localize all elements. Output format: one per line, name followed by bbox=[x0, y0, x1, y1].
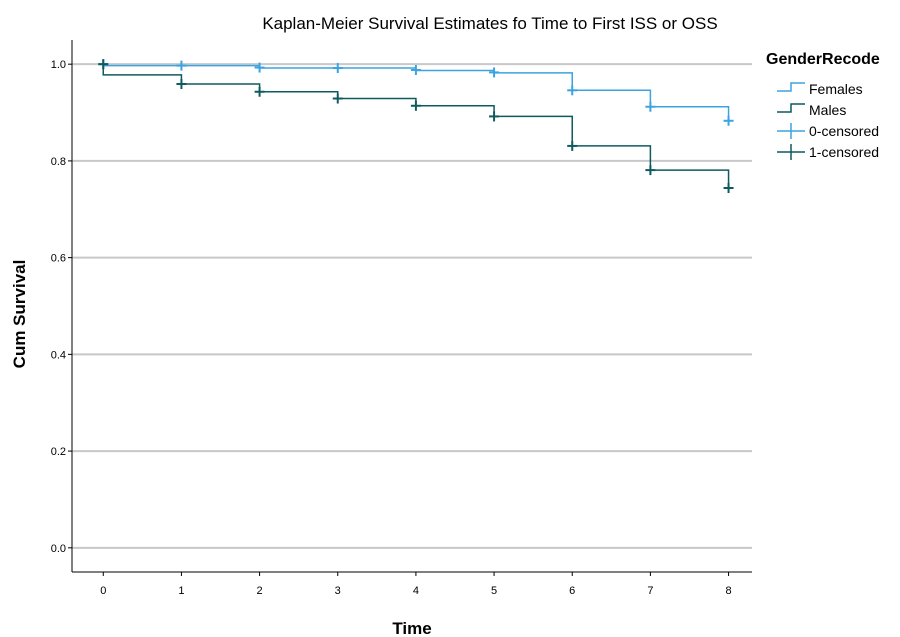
censor-mark-males-2 bbox=[254, 86, 265, 97]
y-axis-label: Cum Survival bbox=[10, 260, 29, 369]
series-layer bbox=[98, 59, 734, 193]
censor-mark-males-1 bbox=[176, 79, 187, 90]
x-tick-label-7: 7 bbox=[647, 585, 653, 597]
x-tick-label-4: 4 bbox=[413, 585, 419, 597]
legend: GenderRecode Females Males 0-censored 1-cen… bbox=[766, 51, 880, 160]
y-tick-label-4: 0.8 bbox=[51, 156, 66, 168]
censor-mark-females-2 bbox=[254, 62, 265, 73]
x-tick-label-6: 6 bbox=[569, 585, 575, 597]
x-tick-label-2: 2 bbox=[257, 585, 263, 597]
censor-mark-females-4 bbox=[410, 64, 421, 75]
x-tick-label-0: 0 bbox=[100, 585, 106, 597]
legend-item-2: 0-censored bbox=[777, 123, 879, 139]
legend-swatch-2 bbox=[777, 123, 805, 139]
legend-label-3: 1-censored bbox=[809, 144, 879, 160]
censor-mark-males-5 bbox=[489, 111, 500, 122]
censor-mark-females-6 bbox=[567, 85, 578, 96]
x-tick-label-1: 1 bbox=[178, 585, 184, 597]
censor-mark-females-7 bbox=[645, 101, 656, 112]
censor-mark-females-5 bbox=[489, 67, 500, 78]
axes bbox=[71, 40, 752, 573]
x-tick-label-3: 3 bbox=[335, 585, 341, 597]
legend-swatch-3 bbox=[777, 144, 805, 160]
x-tick-label-5: 5 bbox=[491, 585, 497, 597]
y-tick-label-1: 0.2 bbox=[51, 446, 66, 458]
censor-mark-males-8 bbox=[723, 182, 734, 193]
censor-mark-males-3 bbox=[332, 93, 343, 104]
y-tick-label-5: 1.0 bbox=[51, 59, 66, 71]
y-tick-labels: 0.0 0.2 0.4 0.6 0.8 1.0 bbox=[51, 59, 72, 555]
censor-mark-females-8 bbox=[723, 115, 734, 126]
y-tick-label-3: 0.6 bbox=[51, 253, 66, 265]
censor-mark-males-4 bbox=[410, 100, 421, 111]
gridlines bbox=[72, 63, 752, 549]
censor-mark-females-1 bbox=[176, 60, 187, 71]
censor-mark-males-0 bbox=[98, 59, 109, 70]
x-tick-label-8: 8 bbox=[725, 585, 731, 597]
censor-mark-males-6 bbox=[567, 140, 578, 151]
legend-item-3: 1-censored bbox=[777, 144, 879, 160]
censor-mark-males-7 bbox=[645, 165, 656, 176]
legend-label-2: 0-censored bbox=[809, 123, 879, 139]
y-tick-label-0: 0.0 bbox=[51, 543, 66, 555]
legend-item-1: Males bbox=[777, 102, 846, 118]
legend-swatch-0 bbox=[777, 82, 805, 92]
legend-label-0: Females bbox=[809, 81, 863, 97]
censor-mark-females-3 bbox=[332, 63, 343, 74]
legend-label-1: Males bbox=[809, 102, 846, 118]
legend-swatch-1 bbox=[777, 103, 805, 113]
y-tick-label-2: 0.4 bbox=[51, 349, 66, 361]
series-line-males bbox=[102, 64, 730, 188]
x-axis-label: Time bbox=[392, 619, 431, 637]
legend-title: GenderRecode bbox=[766, 51, 880, 68]
chart-title: Kaplan-Meier Survival Estimates fo Time … bbox=[262, 14, 717, 33]
legend-item-0: Females bbox=[777, 81, 863, 97]
x-tick-labels: 0 1 2 3 4 5 6 7 8 bbox=[100, 572, 732, 597]
